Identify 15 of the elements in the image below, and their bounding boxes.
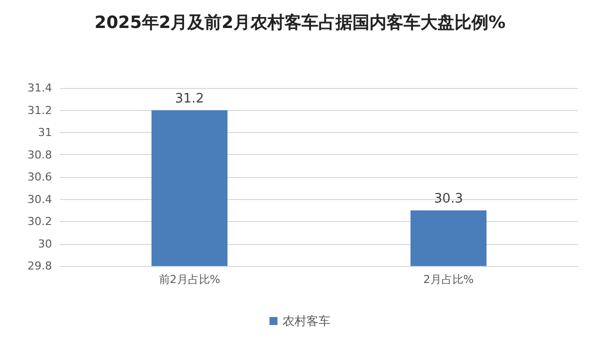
y-tick-label: 30.2: [28, 215, 52, 228]
y-tick-label: 30: [38, 237, 52, 250]
y-tick-label: 31.2: [28, 104, 52, 117]
y-tick-label: 31.4: [28, 82, 52, 94]
y-tick-label: 30.8: [28, 148, 52, 162]
x-tick-label: 2月占比%: [423, 273, 474, 286]
chart-title: 2025年2月及前2月农村客车占据国内客车大盘比例%: [94, 13, 506, 33]
y-tick-label: 30.4: [28, 192, 52, 206]
y-tick-label: 29.8: [28, 260, 52, 272]
y-tick-label: 30.6: [28, 170, 52, 184]
legend-label: 农村客车: [282, 314, 330, 328]
y-tick-label: 31: [38, 126, 52, 139]
data-label: 31.2: [175, 91, 204, 106]
x-tick-label: 前2月占比%: [158, 273, 220, 286]
data-label: 30.3: [434, 191, 463, 206]
